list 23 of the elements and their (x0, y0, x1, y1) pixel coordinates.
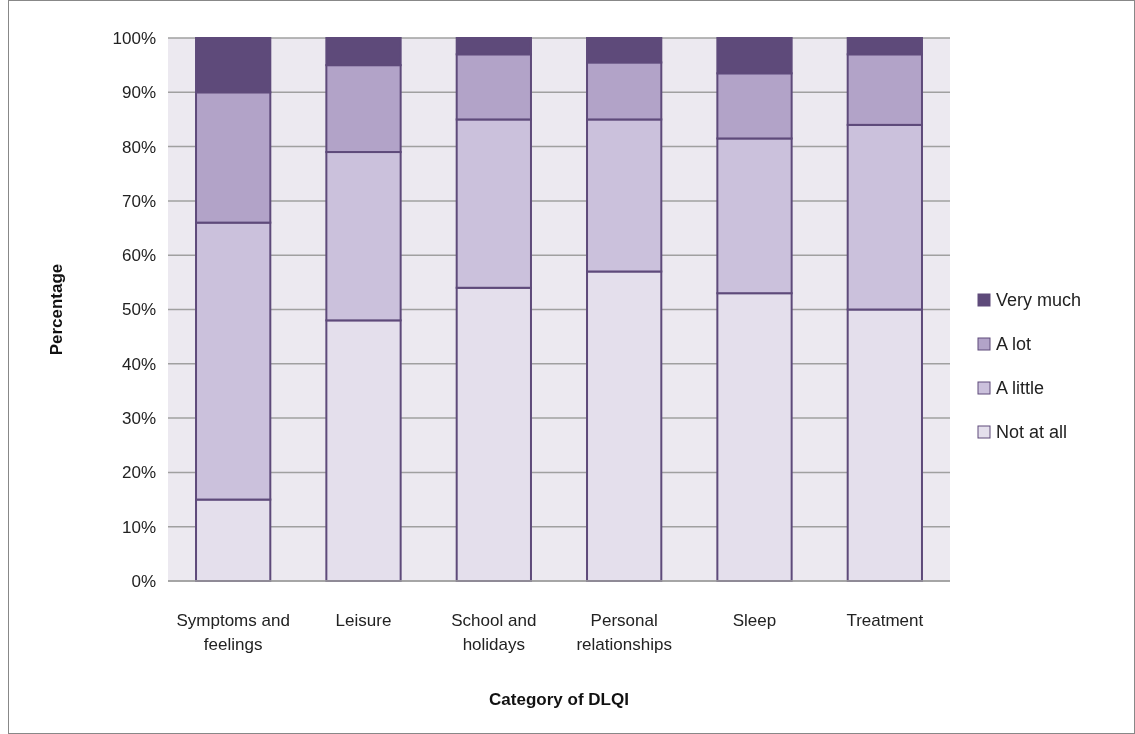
legend-label: Not at all (996, 422, 1068, 443)
y-tick-label: 0% (131, 571, 156, 591)
y-tick-label: 20% (121, 463, 156, 483)
y-tick-label: 80% (121, 137, 156, 157)
y-tick-label: 60% (121, 246, 156, 266)
y-tick-label: 10% (121, 517, 156, 537)
x-tick-label: School and holidays (451, 611, 537, 654)
y-tick-label: 70% (121, 191, 156, 211)
legend-label: A little (996, 378, 1045, 399)
x-tick-label: Treatment (846, 611, 924, 630)
y-tick-label: 100% (112, 28, 156, 48)
x-tick-label: Leisure (335, 611, 392, 630)
legend-label: A lot (996, 334, 1032, 355)
y-axis-title: Percentage (47, 263, 66, 356)
legend-label: Very much (996, 290, 1082, 311)
x-tick-label: Symptoms and feelings (176, 611, 290, 654)
x-tick-label: Sleep (732, 611, 777, 630)
y-tick-label: 30% (121, 409, 156, 429)
y-tick-label: 40% (121, 354, 156, 374)
x-axis-title: Category of DLQI (489, 690, 629, 709)
y-tick-label: 90% (121, 83, 156, 103)
x-tick-label: Personal relationships (576, 611, 672, 654)
y-tick-label: 50% (121, 300, 156, 320)
